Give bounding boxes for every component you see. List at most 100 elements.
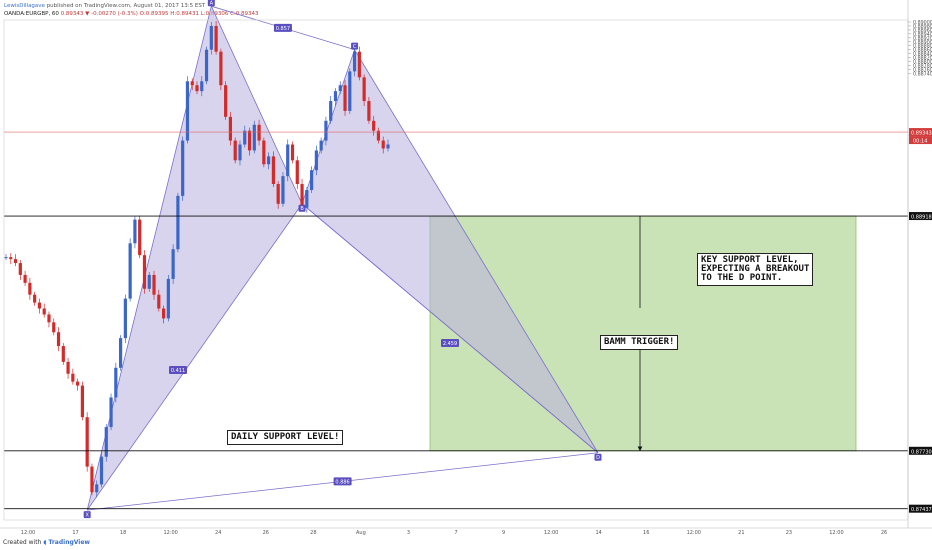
candle-body [71, 373, 75, 382]
pattern-point-label: D [596, 455, 600, 461]
y-tick-label: 0.88900 [913, 40, 932, 46]
pattern-point-label: X [85, 512, 89, 518]
candle-body [224, 85, 228, 117]
y-tick-label: 0.88940 [913, 32, 932, 38]
candle-body [338, 85, 342, 92]
y-tick-label: 0.88860 [913, 48, 932, 54]
x-tick-label: 12:00 [163, 530, 177, 536]
candle-body [176, 195, 180, 250]
x-tick-label: Aug [356, 530, 366, 536]
candle-body [348, 71, 352, 111]
y-tick-label: 0.88760 [913, 67, 932, 73]
pattern-point-label: C [353, 44, 357, 50]
pattern-point-label: B [300, 206, 304, 212]
pattern-point-badge [83, 511, 91, 519]
candle-body [319, 140, 323, 151]
candle-body [290, 144, 295, 161]
ratio-badge [169, 366, 187, 374]
candle-body [119, 338, 123, 368]
ratio-badge [273, 23, 292, 32]
candle-body [42, 308, 46, 315]
change-label: 0.89343 ▼ -0.00270 (-0.3%) [60, 11, 138, 17]
candle-body [276, 184, 280, 204]
candle-body [343, 85, 347, 111]
candle-body [171, 249, 175, 279]
y-tick-label: 0.88800 [913, 60, 932, 66]
candle-body [228, 116, 233, 141]
y-tick-label: 0.88960 [913, 28, 932, 34]
x-tick-label: 26 [881, 530, 887, 536]
ratio-label: 0.411 [171, 368, 185, 374]
candle-body [376, 130, 381, 141]
candle-body [56, 332, 61, 347]
candle-body [133, 219, 137, 244]
x-tick-label: 24 [215, 530, 221, 536]
candle-body [286, 144, 290, 177]
candle-body [47, 314, 51, 323]
key-support-annotation: KEY SUPPORT LEVEL, EXPECTING A BREAKOUT … [697, 253, 814, 286]
tradingview-brand[interactable]: TradingView [48, 539, 90, 546]
candle-body [99, 456, 104, 485]
key-level-tag [909, 504, 932, 513]
x-tick-label: 12:00 [687, 530, 701, 536]
candle-body [267, 156, 271, 165]
x-tick-label: 17 [72, 530, 78, 536]
candle-body [357, 51, 361, 78]
x-tick-label: 28 [310, 530, 316, 536]
daily-support-annotation: DAILY SUPPORT LEVEL! [227, 430, 344, 445]
key-level-tag [909, 212, 932, 221]
y-tick-label: 0.88780 [913, 63, 932, 69]
candle-body [214, 25, 218, 52]
candle-body [142, 255, 147, 289]
candle-body [80, 385, 84, 418]
symbol-line: OANDA:EURGBP, 60 0.89343 ▼ -0.00270 (-0.… [4, 10, 259, 18]
key-level-label: 0.87730 [911, 449, 932, 455]
candle-body [257, 124, 261, 141]
key-level-label: 0.88918 [911, 215, 932, 221]
candle-body [18, 263, 22, 275]
pattern-point-badge [351, 42, 359, 50]
ratio-label: 0.886 [335, 480, 349, 486]
x-tick-label: 12:00 [829, 530, 843, 536]
x-tick-label: 18 [120, 530, 126, 536]
tradingview-logo-icon: ◖ [43, 539, 47, 546]
pattern-point-badge [207, 0, 215, 7]
candle-body [104, 427, 108, 457]
candle-body [90, 466, 94, 493]
y-tick-label: 0.88880 [913, 44, 932, 50]
candle-body [252, 124, 256, 151]
candle-body [157, 294, 161, 309]
ratio-label: 0.857 [276, 26, 290, 32]
candle-body [190, 81, 194, 86]
candle-body [310, 170, 314, 190]
candle-body [13, 259, 18, 264]
candle-body [152, 274, 156, 295]
author-name[interactable]: LewisDillagave [4, 3, 45, 9]
candle-body [362, 77, 366, 102]
current-price-label: 0.89343 [911, 131, 932, 137]
candle-body [109, 397, 113, 428]
y-tick-label: 0.88820 [913, 56, 932, 62]
candle-body [37, 302, 42, 309]
candle-body [333, 91, 338, 102]
created-with-label: Created with [3, 539, 42, 546]
x-tick-label: 7 [454, 530, 457, 536]
y-tick-label: 0.88980 [913, 24, 932, 30]
candle-body [61, 346, 65, 362]
candle-body [123, 298, 127, 339]
x-tick-label: 3 [407, 530, 410, 536]
footer: Created with ◖ TradingView [3, 539, 90, 546]
pattern-point-badge [298, 204, 306, 212]
candle-body [295, 160, 299, 185]
ratio-badge [441, 339, 459, 347]
candle-body [324, 120, 328, 141]
x-tick-label: 21 [738, 530, 744, 536]
y-tick-label: 0.89000 [913, 20, 932, 26]
published-text: published on TradingView.com, August 01,… [46, 3, 206, 9]
x-tick-label: 23 [786, 530, 792, 536]
candle-body [33, 294, 37, 303]
candle-body [372, 120, 376, 131]
candle-body [85, 417, 89, 467]
candle-body [181, 140, 185, 196]
